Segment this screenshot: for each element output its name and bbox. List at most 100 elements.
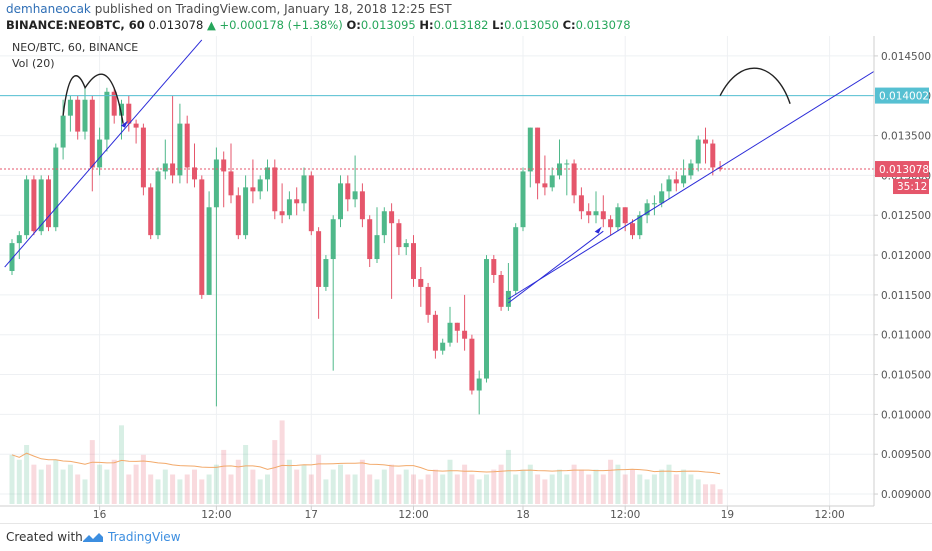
volume-bar (608, 459, 614, 504)
candle-body (403, 243, 409, 248)
candle-body (345, 183, 351, 200)
volume-bar (411, 474, 416, 504)
candle-body (469, 338, 475, 391)
volume-bar (447, 459, 453, 504)
volume-bar (140, 454, 146, 504)
candle-body (75, 99, 81, 132)
candle-body (192, 167, 197, 180)
x-tick-label: 12:00 (610, 509, 640, 521)
candle-body (140, 127, 146, 188)
volume-bar (24, 445, 30, 504)
volume-bar (498, 464, 504, 504)
x-tick-label: 16 (93, 509, 107, 521)
high-label: H: (419, 18, 434, 32)
candle-body (630, 223, 635, 236)
volume-bar (673, 474, 679, 504)
volume-bar (60, 469, 66, 504)
candle-body (411, 243, 416, 279)
volume-bar (155, 479, 161, 504)
candle-body (359, 191, 365, 220)
candle-body (666, 179, 672, 192)
volume-bar (600, 474, 606, 504)
hline-price-label-bg (875, 87, 929, 104)
volume-bar (221, 449, 227, 504)
candle-body (586, 211, 592, 216)
high-value: 0.013182 (433, 18, 489, 32)
candle-body (352, 191, 358, 200)
trend-arrow-right (594, 226, 602, 234)
candle-body (24, 179, 30, 236)
candle-body (673, 179, 679, 184)
symbol-info: BINANCE:NEOBTC, 60 0.013078 ▲ +0.000178 … (6, 18, 631, 34)
volume-bar (235, 459, 241, 504)
candle-body (681, 175, 687, 184)
volume-bar (542, 479, 548, 504)
candle-body (67, 99, 73, 116)
volume-bar (16, 459, 22, 504)
candle-body (31, 179, 37, 232)
candle-body (600, 211, 606, 220)
close-label: C: (562, 18, 576, 32)
candle-body (491, 259, 497, 275)
candle-body (228, 171, 234, 196)
y-axis: 0.0145000.0140000.0135000.0130000.012500… (874, 51, 931, 501)
candle-body (265, 167, 270, 180)
low-label: L: (492, 18, 505, 32)
candle-body (578, 195, 584, 212)
candle-body (221, 159, 227, 172)
price-chart[interactable]: 0.0145000.0140000.0135000.0130000.012500… (0, 36, 932, 523)
candle-body (243, 187, 249, 236)
volume-bar (513, 474, 519, 504)
volume-bar (177, 479, 183, 504)
candle-body (374, 235, 380, 260)
volume-bar (432, 469, 438, 504)
candle-body (133, 123, 139, 128)
symbol-name: BINANCE:NEOBTC, 60 (6, 18, 145, 32)
low-value: 0.013050 (504, 18, 559, 32)
candle-body (235, 195, 241, 236)
candle-body (440, 342, 446, 351)
candle-body (338, 183, 343, 220)
volume-bar (104, 469, 110, 504)
volume-bar (89, 440, 95, 504)
footer: Created with TradingView (0, 523, 932, 551)
hand-drawn-arc-right (719, 67, 791, 104)
candle-body (637, 215, 643, 236)
publish-text: published on TradingView.com, January 18… (94, 2, 452, 16)
price-scale[interactable] (874, 36, 932, 523)
volume-bar (666, 464, 672, 504)
candle-body (250, 187, 256, 192)
tradingview-logo-icon[interactable] (82, 531, 104, 543)
candle-body (9, 243, 15, 271)
volume-bar (31, 464, 37, 504)
up-arrow-icon: ▲ (206, 18, 216, 32)
volume-bar (250, 469, 256, 504)
candle-body (38, 179, 44, 232)
volume-bar (484, 474, 489, 504)
volume-bar (462, 464, 468, 504)
candle-body (557, 163, 562, 176)
candle-body (381, 211, 387, 236)
volume-bar (184, 474, 190, 504)
volume-bar (688, 474, 694, 504)
x-axis: 16 12:00 17 12:00 18 12:00 19 12:00 (93, 506, 845, 521)
chart-legend-title: NEO/BTC, 60, BINANCE (12, 41, 138, 54)
volume-bar (469, 474, 475, 504)
volume-bar (330, 469, 336, 504)
candle-body (272, 167, 278, 212)
y-tick-label: 0.009500 (881, 449, 931, 461)
volume-bar (425, 474, 431, 504)
volume-bar (345, 474, 351, 504)
volume-bar (286, 459, 292, 504)
volume-bar (644, 479, 650, 504)
candle-body (593, 211, 599, 216)
countdown-label: 35:12 (897, 181, 927, 193)
candle-body (615, 207, 621, 228)
author-link[interactable]: demhaneocak (6, 2, 91, 16)
volume-bar (454, 474, 460, 504)
candle-body (323, 259, 329, 287)
tradingview-brand-link[interactable]: TradingView (108, 530, 181, 544)
candle-body (520, 171, 526, 228)
volume-bar (615, 464, 621, 504)
candle-body (622, 207, 628, 224)
